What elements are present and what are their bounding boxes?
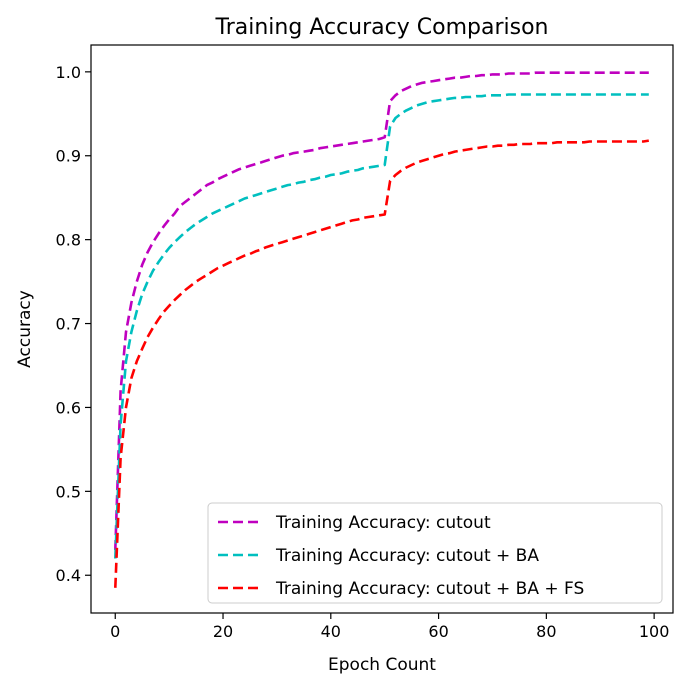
x-tick-label: 0 bbox=[110, 622, 120, 641]
x-tick-label: 60 bbox=[428, 622, 448, 641]
series-layer bbox=[114, 71, 650, 588]
legend-label-2: Training Accuracy: cutout + BA bbox=[275, 546, 539, 566]
plot-area bbox=[90, 44, 674, 614]
legend-label-3: Training Accuracy: cutout + BA + FS bbox=[275, 579, 584, 599]
y-tick-label: 0.6 bbox=[56, 398, 81, 417]
y-tick-label: 0.4 bbox=[56, 566, 81, 585]
x-tick-label: 100 bbox=[639, 622, 670, 641]
y-tick-label: 0.5 bbox=[56, 482, 81, 501]
x-tick-label: 40 bbox=[321, 622, 341, 641]
x-axis-label: Epoch Count bbox=[328, 655, 436, 675]
x-tick-label: 80 bbox=[536, 622, 556, 641]
legend: Training Accuracy: cutout Training Accura… bbox=[207, 502, 663, 604]
y-axis-label: Accuracy bbox=[15, 290, 35, 368]
x-axis: 0 20 40 60 80 100 bbox=[110, 613, 669, 641]
legend-label-1: Training Accuracy: cutout bbox=[275, 513, 491, 533]
y-tick-label: 0.8 bbox=[56, 231, 81, 250]
y-axis: 0.4 0.5 0.6 0.7 0.8 0.9 1.0 bbox=[56, 63, 91, 585]
legend-box bbox=[207, 502, 663, 604]
chart-title: Training Accuracy Comparison bbox=[215, 15, 549, 40]
series-line-3 bbox=[114, 139, 650, 588]
series-line-1 bbox=[114, 71, 649, 551]
x-tick-label: 20 bbox=[213, 622, 233, 641]
axes-frame bbox=[90, 44, 674, 614]
series-line-2 bbox=[114, 93, 649, 559]
y-tick-label: 1.0 bbox=[56, 63, 81, 82]
y-tick-label: 0.7 bbox=[56, 315, 81, 334]
y-tick-label: 0.9 bbox=[56, 147, 81, 166]
